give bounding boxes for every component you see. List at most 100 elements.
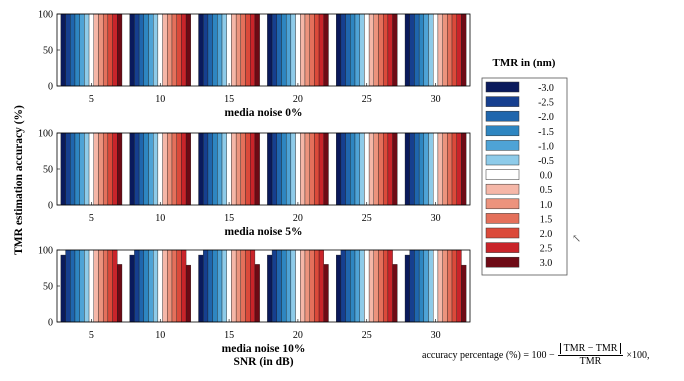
bar-5--2.0: [70, 13, 76, 87]
x-tick-label: 30: [431, 213, 441, 224]
bar-25-0.5: [368, 13, 374, 87]
bar-25--1.0: [354, 13, 360, 87]
bar-10--2.5: [134, 13, 140, 87]
legend: TMR in (nm) -3.0 -2.5 -2.0 -1.5 -1.0 -0.5 0.0 0…: [481, 57, 568, 276]
bar-30--2.0: [414, 132, 420, 206]
bar-30-2.5: [456, 249, 462, 323]
bar-30-1.0: [442, 132, 448, 206]
x-tick-label: 25: [362, 330, 372, 341]
bar-20--2.0: [276, 132, 282, 206]
bar-15-3.0: [254, 13, 260, 87]
y-tick-label: 100: [38, 246, 53, 257]
panel-title: media noise 5%: [225, 226, 303, 238]
bar-20--1.5: [281, 132, 287, 206]
bar-5--2.0: [70, 132, 76, 206]
legend-swatch: [485, 256, 520, 268]
bar-15--1.5: [212, 132, 218, 206]
legend-label: 3.0: [540, 258, 553, 269]
bar-10--3.0: [129, 13, 135, 87]
bar-10-1.5: [171, 13, 177, 87]
bar-25--1.5: [350, 13, 356, 87]
bar-5-1.5: [102, 13, 109, 87]
x-tick-label: 30: [431, 94, 441, 105]
bar-10--2.5: [134, 249, 140, 323]
bar-25--2.0: [345, 13, 351, 87]
bar-30--3.0: [404, 132, 410, 206]
bar-15-0.5: [231, 249, 237, 323]
y-tick-label: 50: [43, 165, 53, 176]
bar-30-1.5: [447, 249, 453, 323]
bar-25--0.5: [359, 249, 365, 323]
bar-25--2.0: [345, 132, 351, 206]
legend-label: -1.5: [538, 127, 554, 138]
legend-swatch: [485, 125, 520, 137]
bar-30--0.5: [428, 132, 434, 206]
bar-30-3.0: [461, 264, 467, 323]
bar-30-2.0: [451, 132, 457, 206]
y-tick-label: 0: [48, 201, 53, 212]
x-tick-label: 5: [89, 94, 94, 105]
formula-lhs: accuracy percentage (%) = 100 −: [422, 350, 555, 361]
bar-10-3.0: [185, 13, 191, 87]
bar-15-2.5: [250, 13, 256, 87]
bar-15--3.0: [198, 254, 204, 323]
bar-20--3.0: [267, 13, 273, 87]
bar-10-0.0: [157, 249, 163, 323]
bar-25-3.0: [392, 132, 398, 206]
bar-10--2.0: [138, 249, 144, 323]
bar-5-0.0: [88, 132, 94, 206]
bar-25-2.5: [387, 13, 393, 87]
legend-title: TMR in (nm): [493, 57, 556, 69]
bar-15--2.0: [207, 249, 213, 323]
x-axis-label: SNR (in dB): [233, 356, 293, 368]
bar-20--0.5: [290, 132, 296, 206]
bar-5-1.5: [102, 249, 109, 323]
bar-10--1.5: [143, 13, 149, 87]
bar-20-0.0: [295, 132, 301, 206]
bar-30--1.5: [418, 132, 425, 206]
bar-20-0.5: [300, 132, 306, 206]
bar-20-3.0: [323, 132, 329, 206]
bar-10--1.0: [148, 132, 154, 206]
bar-15--1.0: [217, 249, 223, 323]
legend-swatch: [485, 242, 520, 253]
x-tick-label: 5: [89, 213, 94, 224]
legend-label: 1.5: [540, 214, 553, 225]
bar-5--2.5: [65, 13, 71, 87]
bar-20--0.5: [290, 249, 296, 323]
bar-30--1.5: [418, 249, 425, 323]
bar-5-0.0: [88, 13, 94, 87]
bar-30--2.0: [414, 13, 420, 87]
bar-10-2.5: [181, 249, 187, 323]
bar-5--0.5: [84, 132, 90, 206]
bar-25--2.5: [340, 132, 346, 206]
bar-10-1.5: [171, 132, 177, 206]
x-tick-label: 20: [293, 94, 303, 105]
legend-swatch: [485, 213, 520, 224]
bar-25-1.0: [373, 249, 379, 323]
bar-5-1.0: [98, 13, 104, 87]
bar-20-1.5: [309, 132, 315, 206]
bar-30-2.0: [451, 249, 457, 323]
bar-5-0.5: [93, 13, 99, 87]
bar-20--0.5: [290, 13, 296, 87]
legend-label: 0.0: [540, 171, 553, 182]
panel-title: media noise 0%: [225, 107, 303, 119]
bar-25--1.5: [350, 249, 356, 323]
bar-25-0.0: [364, 249, 370, 323]
legend-swatch: [485, 96, 520, 107]
panel-title: media noise 10%: [222, 343, 306, 355]
bar-30-1.0: [442, 13, 448, 87]
bar-10-0.0: [157, 132, 163, 206]
bar-25-3.0: [392, 13, 398, 87]
bar-15--3.0: [198, 132, 204, 206]
bar-15-1.0: [235, 249, 242, 323]
bar-15-1.5: [240, 13, 246, 87]
bar-10--1.5: [143, 132, 149, 206]
bar-10-2.5: [181, 13, 187, 87]
bar-5-1.5: [102, 132, 109, 206]
bar-15--0.5: [221, 13, 227, 87]
legend-swatch: [485, 140, 520, 151]
legend-swatch: [485, 198, 520, 210]
